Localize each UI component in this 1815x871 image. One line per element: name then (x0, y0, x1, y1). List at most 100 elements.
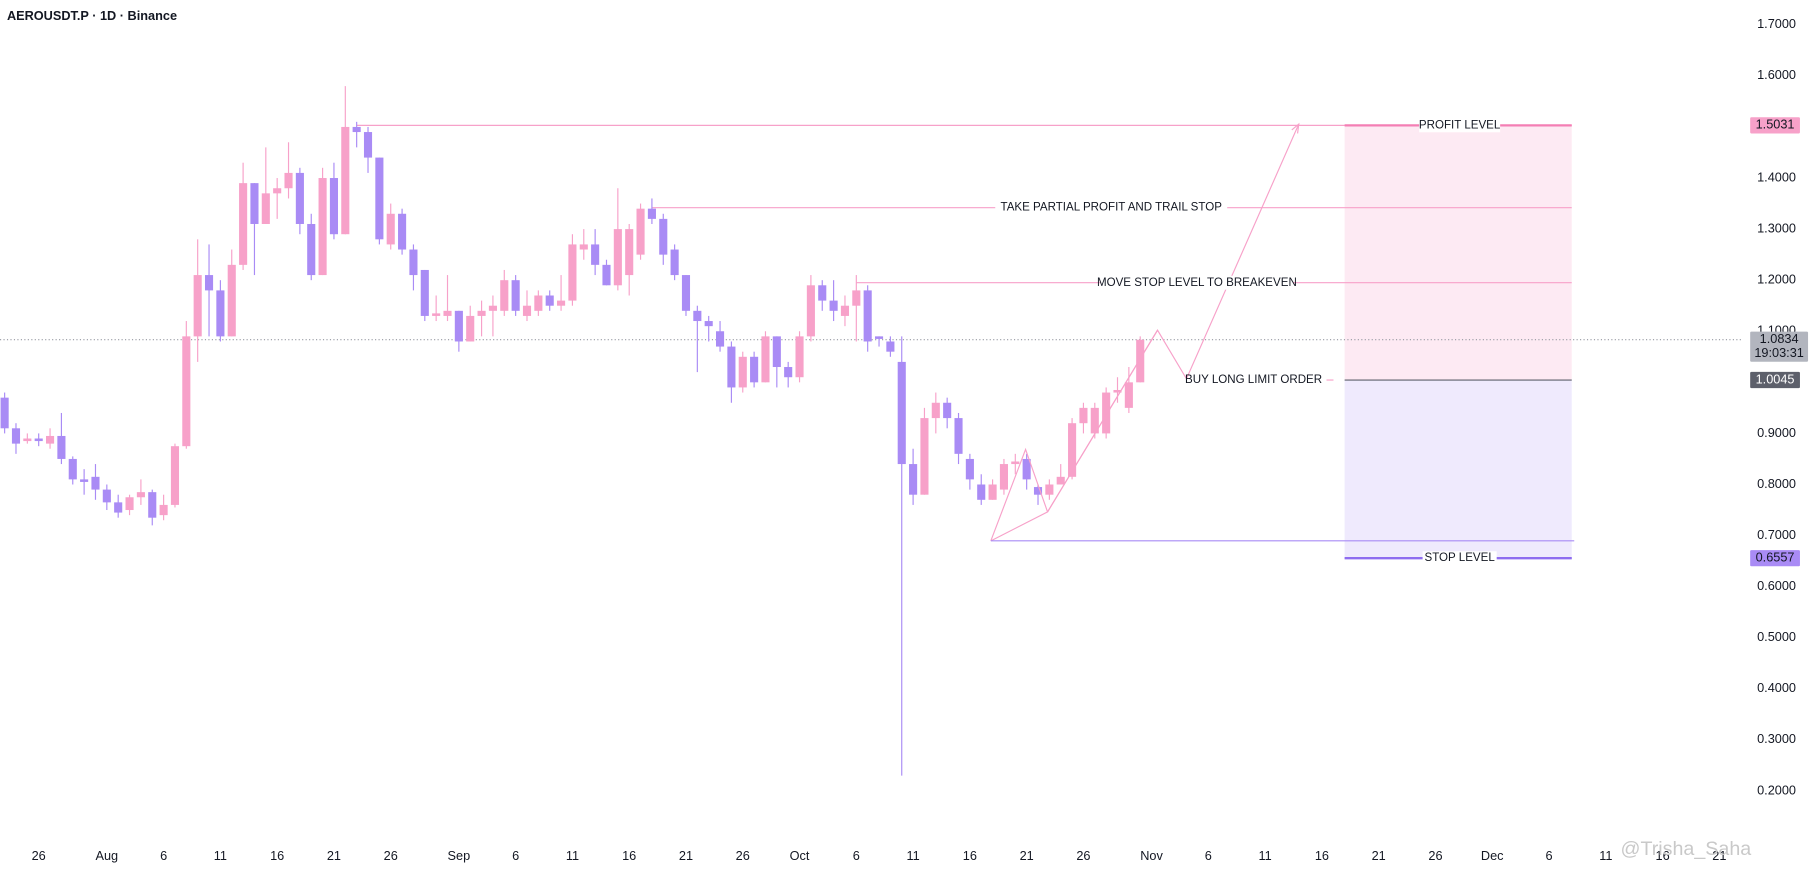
candle-body (432, 313, 441, 316)
x-tick-label: 6 (1205, 848, 1212, 863)
candle-body (1056, 476, 1065, 485)
y-tick-label: 0.8000 (1757, 476, 1796, 491)
candle-body (159, 504, 168, 516)
y-tick-label: 0.9000 (1757, 425, 1796, 440)
candle-body (68, 458, 77, 480)
candle-body (636, 208, 645, 255)
candle-body (57, 435, 66, 459)
candle-body (1033, 487, 1043, 495)
x-tick-label: Nov (1140, 848, 1163, 863)
y-tick-label: 0.3000 (1757, 731, 1796, 746)
candle-body (80, 479, 89, 482)
x-tick-label: 21 (327, 848, 341, 863)
x-tick-label: 11 (1599, 848, 1612, 863)
candle-body (295, 172, 304, 224)
candle-body (204, 275, 214, 291)
x-tick-label: 16 (622, 848, 636, 863)
candle-body (477, 310, 486, 316)
x-tick-label: 16 (1656, 848, 1670, 863)
candle-body (398, 213, 407, 250)
candle-body (307, 223, 316, 276)
candle-body (613, 229, 622, 286)
watermark: @Trisha_Saha (1621, 838, 1752, 860)
candle-body (772, 336, 781, 368)
x-tick-label: 16 (963, 848, 977, 863)
candle-body (261, 193, 270, 224)
candle-body (91, 476, 100, 490)
candle-body (897, 361, 906, 465)
candle-body (954, 418, 963, 454)
entry-price-label-bg (1750, 371, 1800, 389)
x-tick-label: Oct (790, 848, 810, 863)
plot (0, 24, 1747, 846)
candle-body (795, 336, 804, 378)
x-tick-label: 6 (1545, 848, 1552, 863)
x-tick-label: 26 (32, 848, 46, 863)
x-tick-label: Dec (1481, 848, 1504, 863)
candle-body (591, 244, 600, 265)
candle-body (443, 310, 452, 316)
candle-body (227, 264, 236, 337)
candle-body (909, 464, 918, 495)
x-tick-label: 16 (270, 848, 284, 863)
candle-body (545, 295, 554, 306)
entry-price-label: 1.0045 (1756, 371, 1795, 386)
candle-body (988, 484, 997, 500)
candle-body (341, 126, 350, 235)
y-tick-label: 0.4000 (1757, 680, 1796, 695)
candle-body (182, 336, 191, 447)
candle-body (284, 172, 293, 189)
y-tick-label: 1.2000 (1757, 272, 1796, 287)
candle-body (454, 310, 463, 342)
candle-body (886, 341, 895, 352)
x-tick-label: Sep (448, 848, 471, 863)
candle-body (874, 336, 884, 339)
candle-body (965, 458, 974, 480)
candle-body (647, 208, 656, 219)
x-tick-label: 26 (384, 848, 398, 863)
candle-body (511, 280, 520, 311)
candle-body (840, 305, 850, 316)
y-tick-label: 0.5000 (1757, 629, 1796, 644)
projection-arrowhead (1291, 122, 1300, 134)
candle-body (579, 244, 588, 250)
x-tick-label: 26 (1076, 848, 1090, 863)
candle-body (420, 269, 429, 316)
level-label: TAKE PARTIAL PROFIT AND TRAIL STOP (1000, 202, 1222, 214)
candle-body (125, 497, 134, 511)
candle-body (1136, 339, 1145, 383)
candle-body (806, 285, 815, 337)
candle-body (250, 183, 259, 224)
candle-body (1124, 382, 1133, 408)
x-tick-label: 16 (1315, 848, 1329, 863)
x-tick-label: 21 (1372, 848, 1386, 863)
level-label: STOP LEVEL (1424, 552, 1495, 564)
candle-body (659, 218, 668, 255)
target-price-label: 1.5031 (1756, 117, 1795, 132)
chart-title: AEROUSDT.P · 1D · Binance (7, 8, 177, 23)
x-tick-label: 21 (1020, 848, 1034, 863)
y-tick-label: 1.7000 (1757, 16, 1796, 31)
y-tick-label: 1.3000 (1757, 220, 1796, 235)
candle-body (1068, 423, 1077, 477)
candle-body (375, 157, 384, 240)
candle-body (738, 356, 747, 388)
candle-body (818, 285, 827, 301)
x-tick-label: 26 (736, 848, 750, 863)
candle-body (943, 402, 952, 419)
x-tick-label: Aug (96, 848, 119, 863)
y-tick-label: 1.6000 (1757, 67, 1796, 82)
current-price-label: 1.0834 (1760, 331, 1799, 346)
candle-body (1079, 407, 1088, 424)
countdown-label: 19:03:31 (1754, 345, 1804, 360)
candle-body (1102, 392, 1111, 434)
candle-body (46, 435, 55, 444)
candle-body (852, 290, 861, 306)
target-price-label-bg (1750, 117, 1800, 134)
y-tick-label: 0.2000 (1757, 782, 1796, 797)
x-tick-label: 21 (1712, 848, 1726, 863)
candle-body (977, 484, 986, 500)
candle-body (761, 336, 770, 383)
